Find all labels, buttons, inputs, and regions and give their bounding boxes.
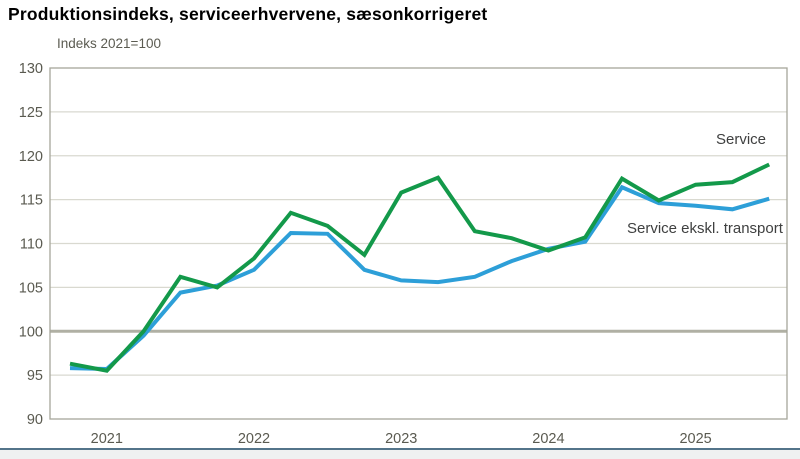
y-tick-label: 130 — [19, 61, 43, 77]
y-tick-label: 95 — [27, 368, 43, 384]
y-tick-label: 105 — [19, 280, 43, 296]
y-tick-label: 115 — [20, 193, 43, 209]
y-axis-unit-label: Indeks 2021=100 — [57, 36, 161, 51]
y-tick-label: 100 — [19, 324, 43, 340]
x-tick-label: 2021 — [91, 431, 123, 447]
series-line-service — [69, 162, 771, 373]
footer-divider — [0, 448, 800, 459]
x-tick-label: 2022 — [238, 431, 270, 447]
y-tick-label: 90 — [27, 412, 43, 428]
chart-title: Produktionsindeks, serviceerhvervene, sæ… — [8, 4, 488, 24]
y-tick-label: 120 — [19, 149, 43, 165]
y-tick-label: 125 — [19, 105, 43, 121]
series-label-service-ekskl-transport: Service ekskl. transport — [627, 220, 783, 237]
series-line-service-ekskl-transport — [69, 184, 770, 372]
series-label-service: Service — [716, 131, 767, 148]
plot-border — [49, 67, 788, 420]
x-tick-label: 2025 — [679, 431, 711, 447]
x-tick-label: 2024 — [532, 431, 564, 447]
x-tick-label: 2023 — [385, 431, 417, 447]
y-tick-label: 110 — [20, 237, 43, 253]
